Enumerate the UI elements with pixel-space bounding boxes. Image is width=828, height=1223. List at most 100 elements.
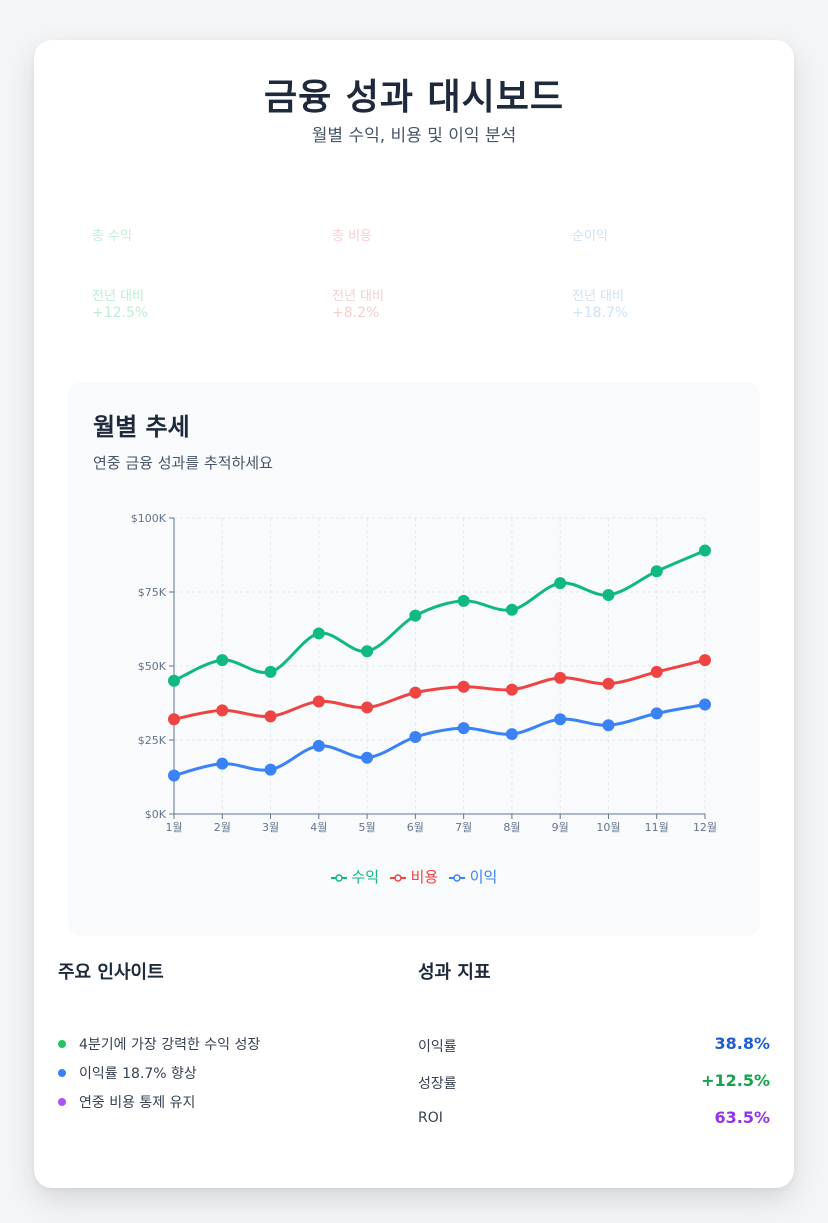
page-title: 금융 성과 대시보드	[263, 77, 565, 118]
data-point-profit	[650, 707, 663, 720]
data-point-revenue	[216, 654, 229, 667]
data-point-cost	[216, 704, 229, 717]
insight-item: 이익률 18.7% 향상	[58, 1063, 197, 1083]
data-point-revenue	[505, 603, 518, 616]
panel-subtitle: 연중 금융 성과를 추적하세요	[93, 454, 273, 472]
y-tick-label: $50K	[138, 660, 167, 673]
data-point-revenue	[168, 674, 180, 687]
x-tick-label: 11월	[645, 821, 669, 834]
data-point-profit	[505, 728, 518, 741]
data-point-cost	[312, 695, 325, 708]
metric-label-growth: 성장률	[418, 1076, 457, 1092]
data-point-revenue	[361, 645, 374, 658]
legend-item-cost[interactable]: 비용	[389, 868, 443, 886]
kpi-cost-change: +8.2%	[332, 305, 380, 321]
panel-title: 월별 추세	[93, 413, 190, 441]
data-point-profit	[168, 769, 180, 782]
chart-legend: 수익 비용 이익	[68, 866, 760, 887]
legend-item-profit[interactable]: 이익	[448, 868, 498, 886]
x-tick-label: 10월	[596, 821, 620, 834]
legend-revenue-icon	[330, 873, 347, 882]
kpi-profit-label: 순이익	[572, 229, 608, 244]
metric-label-roi: ROI	[418, 1110, 443, 1126]
kpi-revenue-label: 총 수익	[92, 229, 133, 244]
data-point-revenue	[409, 609, 422, 622]
legend-profit-icon	[448, 873, 465, 882]
y-tick-label: $75K	[138, 586, 167, 599]
legend-cost-label: 비용	[410, 868, 439, 886]
kpi-profit-change: +18.7%	[572, 305, 629, 321]
series-line-revenue	[173, 549, 706, 683]
x-tick-label: 8월	[503, 821, 520, 834]
insight-text: 이익률 18.7% 향상	[79, 1066, 197, 1082]
insight-item: 연중 비용 통제 유지	[58, 1092, 195, 1112]
data-point-cost	[409, 686, 422, 699]
metrics-title: 성과 지표	[418, 962, 491, 983]
y-tick-label: $0K	[145, 808, 167, 821]
kpi-revenue-compare: 전년 대비	[92, 289, 144, 304]
data-point-profit	[361, 751, 374, 764]
insight-item: 4분기에 가장 강력한 수익 성장	[58, 1034, 260, 1054]
line-chart: $0K $25K $50K $75K $100K 1월 2월 3월 4월 5월 6월 7월 8월 9월 10…	[131, 512, 717, 834]
metric-value-roi: 63.5%	[714, 1108, 770, 1127]
data-point-cost	[361, 701, 374, 714]
kpi-cost: 총 비용 전년 대비 +8.2%	[332, 225, 552, 321]
data-point-profit	[457, 722, 470, 735]
insight-text: 연중 비용 통제 유지	[79, 1095, 196, 1111]
metric-value-growth: +12.5%	[701, 1071, 770, 1090]
x-tick-label: 3월	[262, 821, 279, 834]
x-tick-label: 1월	[165, 821, 182, 834]
legend-cost-icon	[389, 873, 406, 882]
data-point-profit	[264, 763, 277, 776]
x-tick-label: 5월	[359, 821, 376, 834]
data-point-revenue	[699, 544, 711, 557]
data-point-revenue	[457, 594, 470, 607]
legend-profit-label: 이익	[469, 868, 498, 886]
x-tick-label: 9월	[552, 821, 569, 834]
data-point-cost	[264, 710, 277, 723]
data-point-profit	[312, 739, 325, 752]
data-point-cost	[505, 683, 518, 696]
kpi-cost-label: 총 비용	[332, 229, 373, 244]
y-tick-label: $100K	[131, 512, 167, 525]
data-point-profit	[602, 719, 615, 732]
metric-value-margin: 38.8%	[714, 1034, 770, 1053]
data-point-revenue	[650, 565, 663, 578]
data-point-cost	[602, 677, 615, 690]
data-point-profit	[554, 713, 567, 726]
data-point-revenue	[312, 627, 325, 640]
insights-title: 주요 인사이트	[58, 962, 164, 983]
kpi-profit-compare: 전년 대비	[572, 289, 624, 304]
legend-item-revenue[interactable]: 수익	[330, 868, 384, 886]
dashboard-card: 금융 성과 대시보드 월별 수익, 비용 및 이익 분석 총 수익 전년 대비 …	[34, 40, 794, 1188]
x-tick-label: 12월	[693, 821, 717, 834]
kpi-revenue-change: +12.5%	[92, 305, 149, 321]
kpi-revenue: 총 수익 전년 대비 +12.5%	[92, 225, 312, 321]
data-point-revenue	[602, 588, 615, 601]
x-tick-label: 7월	[455, 821, 472, 834]
y-tick-label: $25K	[138, 734, 167, 747]
metric-label-margin: 이익률	[418, 1039, 457, 1055]
page-subtitle: 월별 수익, 비용 및 이익 분석	[311, 126, 517, 146]
data-point-cost	[650, 665, 663, 678]
data-point-revenue	[554, 577, 567, 590]
data-point-profit	[409, 731, 422, 744]
legend-revenue-label: 수익	[351, 868, 380, 886]
data-point-cost	[699, 654, 711, 667]
data-point-cost	[168, 713, 180, 726]
bullet-dot-icon	[58, 1069, 66, 1077]
kpi-cost-compare: 전년 대비	[332, 289, 384, 304]
bullet-dot-icon	[58, 1098, 66, 1106]
x-tick-label: 6월	[407, 821, 424, 834]
data-point-revenue	[264, 665, 277, 678]
data-point-cost	[554, 671, 567, 684]
insight-text: 4분기에 가장 강력한 수익 성장	[79, 1037, 261, 1053]
kpi-profit: 순이익 전년 대비 +18.7%	[572, 225, 792, 321]
bullet-dot-icon	[58, 1040, 66, 1048]
x-tick-label: 4월	[310, 821, 327, 834]
data-point-cost	[457, 680, 470, 693]
data-point-profit	[216, 757, 229, 770]
trend-panel: 월별 추세 연중 금융 성과를 추적하세요 $0K $25K $50K $75K $10…	[68, 382, 760, 936]
data-point-profit	[699, 698, 711, 711]
x-tick-label: 2월	[214, 821, 231, 834]
